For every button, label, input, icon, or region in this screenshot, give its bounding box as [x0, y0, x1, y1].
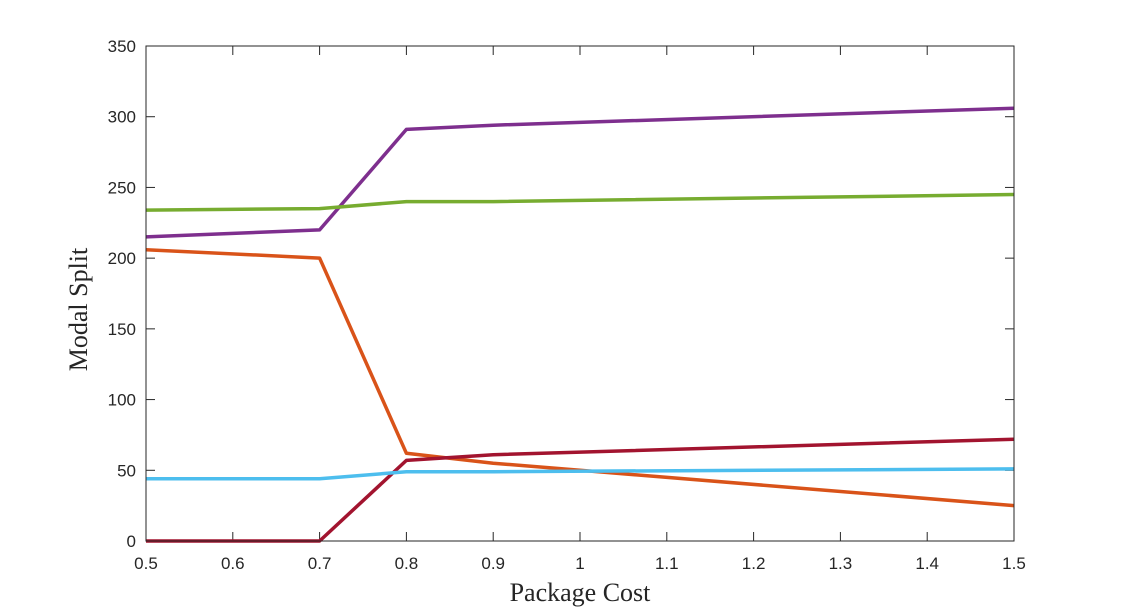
x-tick-label: 0.5	[134, 554, 158, 573]
x-axis-label: Package Cost	[510, 578, 652, 607]
x-tick-label: 0.7	[308, 554, 332, 573]
y-axis-label: Modal Split	[64, 247, 93, 371]
series-line-green	[145, 192, 1015, 212]
x-tick-label: 1.1	[655, 554, 679, 573]
x-tick-label: 1	[575, 554, 584, 573]
y-tick-label: 350	[108, 37, 136, 56]
y-tick-label: 250	[108, 178, 136, 197]
y-tick-label: 150	[108, 320, 136, 339]
y-tick-label: 0	[127, 532, 136, 551]
x-tick-label: 1.2	[742, 554, 766, 573]
y-tick-label: 100	[108, 391, 136, 410]
plot-frame	[145, 45, 1015, 542]
series-line-purple	[145, 106, 1015, 239]
x-tick-label: 1.5	[1002, 554, 1026, 573]
series-line-dark-red	[146, 437, 1015, 543]
ticks-layer	[145, 45, 1015, 542]
x-tick-label: 0.6	[221, 554, 245, 573]
x-tick-label: 0.8	[395, 554, 419, 573]
x-tick-label: 0.9	[481, 554, 505, 573]
series-layer	[145, 106, 1015, 543]
y-tick-label: 200	[108, 249, 136, 268]
y-tick-label: 300	[108, 108, 136, 127]
x-tick-label: 1.3	[829, 554, 853, 573]
y-tick-label: 50	[117, 461, 136, 480]
series-line-orange	[145, 247, 1015, 508]
series-line-light-blue	[146, 467, 1015, 481]
tick-labels-layer: 0.5 0.6 0.7 0.8 0.9 1 1.1 1.2 1.3 1.4 1.5 0 50 100 150…	[108, 37, 1026, 573]
x-tick-label: 1.4	[915, 554, 939, 573]
